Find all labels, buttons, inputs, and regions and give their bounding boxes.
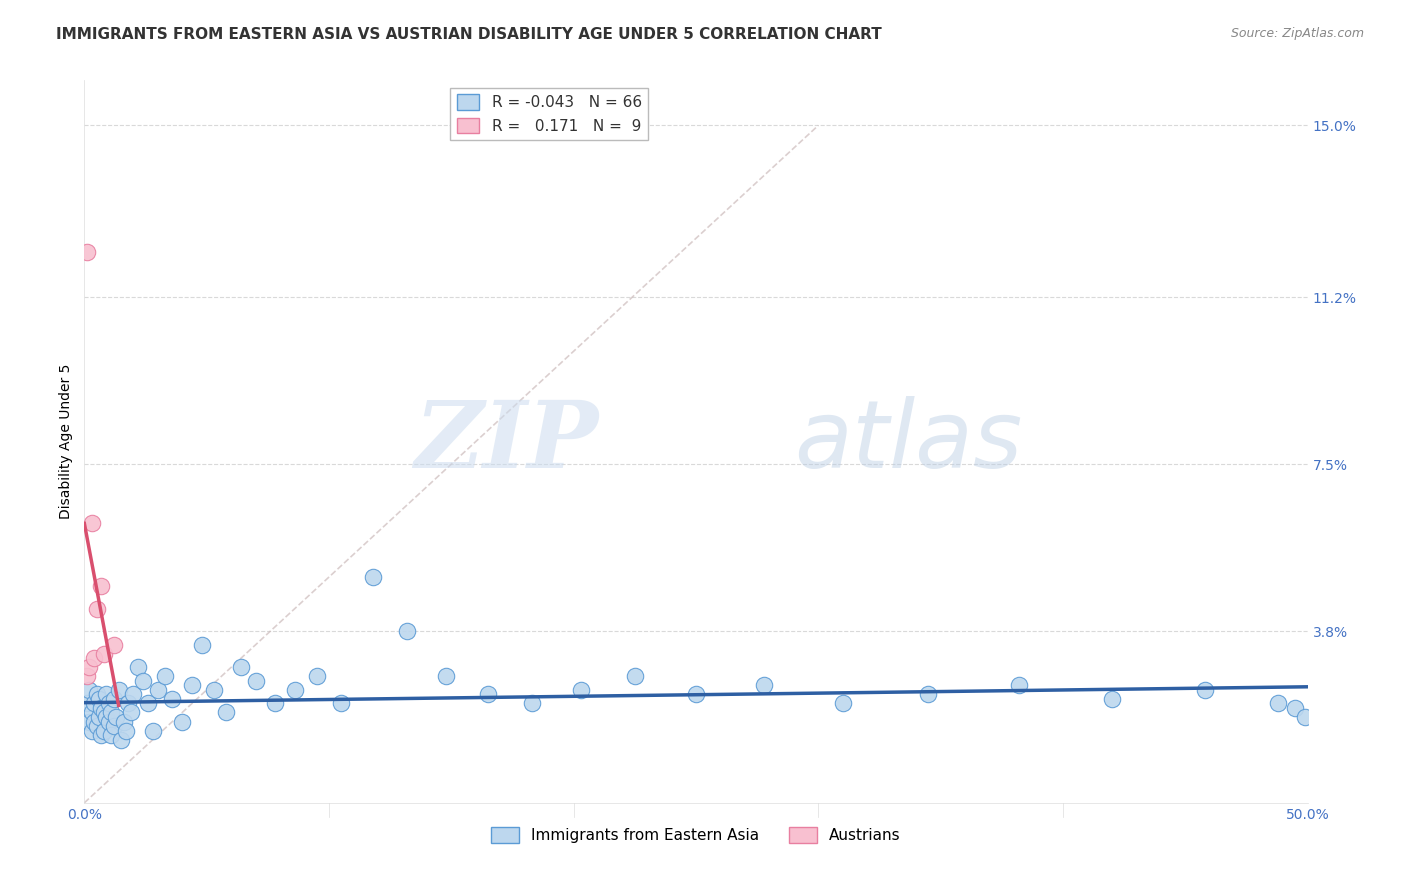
Point bbox=[120, 706, 142, 720]
Text: Source: ZipAtlas.com: Source: ZipAtlas.com bbox=[1230, 27, 1364, 40]
Point bbox=[96, 687, 118, 701]
Text: IMMIGRANTS FROM EASTERN ASIA VS AUSTRIAN DISABILITY AGE UNDER 5 CORRELATION CHAR: IMMIGRANTS FROM EASTERN ASIA VS AUSTRIAN… bbox=[56, 27, 882, 42]
Point bbox=[80, 723, 103, 738]
Point bbox=[132, 673, 155, 688]
Point bbox=[86, 687, 108, 701]
Point bbox=[100, 728, 122, 742]
Point bbox=[142, 723, 165, 738]
Point bbox=[112, 714, 135, 729]
Point bbox=[77, 660, 100, 674]
Point bbox=[103, 638, 125, 652]
Point bbox=[917, 687, 939, 701]
Point bbox=[396, 624, 419, 639]
Point bbox=[97, 697, 120, 711]
Point bbox=[76, 697, 98, 711]
Point bbox=[202, 682, 225, 697]
Point bbox=[136, 697, 159, 711]
Point bbox=[181, 678, 204, 692]
Point bbox=[685, 687, 707, 701]
Point bbox=[229, 660, 252, 674]
Point bbox=[1194, 682, 1216, 697]
Point bbox=[83, 714, 105, 729]
Point bbox=[477, 687, 499, 701]
Point bbox=[284, 682, 307, 697]
Point bbox=[191, 638, 214, 652]
Point bbox=[103, 692, 125, 706]
Text: ZIP: ZIP bbox=[413, 397, 598, 486]
Point bbox=[93, 706, 115, 720]
Point bbox=[264, 697, 287, 711]
Point bbox=[110, 732, 132, 747]
Point bbox=[90, 701, 112, 715]
Point bbox=[80, 516, 103, 530]
Point bbox=[831, 697, 853, 711]
Point bbox=[86, 719, 108, 733]
Point bbox=[87, 710, 110, 724]
Point bbox=[153, 669, 176, 683]
Point bbox=[245, 673, 267, 688]
Point bbox=[117, 697, 139, 711]
Point bbox=[83, 697, 105, 711]
Point bbox=[754, 678, 776, 692]
Point bbox=[215, 706, 238, 720]
Point bbox=[115, 723, 138, 738]
Point bbox=[569, 682, 592, 697]
Point bbox=[1008, 678, 1031, 692]
Point bbox=[1284, 701, 1306, 715]
Point bbox=[103, 719, 125, 733]
Point bbox=[80, 706, 103, 720]
Point bbox=[76, 244, 98, 259]
Point bbox=[90, 579, 112, 593]
Point bbox=[93, 647, 115, 661]
Point bbox=[76, 669, 98, 683]
Point bbox=[172, 714, 194, 729]
Y-axis label: Disability Age Under 5: Disability Age Under 5 bbox=[59, 364, 73, 519]
Point bbox=[87, 692, 110, 706]
Point bbox=[107, 682, 129, 697]
Point bbox=[330, 697, 353, 711]
Point bbox=[86, 601, 108, 615]
Point bbox=[1267, 697, 1289, 711]
Point bbox=[436, 669, 458, 683]
Point bbox=[77, 682, 100, 697]
Legend: Immigrants from Eastern Asia, Austrians: Immigrants from Eastern Asia, Austrians bbox=[485, 822, 907, 849]
Point bbox=[83, 651, 105, 665]
Point bbox=[105, 710, 128, 724]
Point bbox=[1294, 710, 1316, 724]
Point bbox=[97, 714, 120, 729]
Point bbox=[77, 714, 100, 729]
Point bbox=[1101, 692, 1123, 706]
Point bbox=[361, 570, 384, 584]
Point bbox=[624, 669, 647, 683]
Point bbox=[122, 687, 145, 701]
Point bbox=[100, 706, 122, 720]
Point bbox=[127, 660, 149, 674]
Point bbox=[96, 710, 118, 724]
Point bbox=[520, 697, 543, 711]
Point bbox=[305, 669, 328, 683]
Point bbox=[146, 682, 169, 697]
Point bbox=[90, 728, 112, 742]
Text: atlas: atlas bbox=[794, 396, 1022, 487]
Point bbox=[93, 723, 115, 738]
Point bbox=[162, 692, 184, 706]
